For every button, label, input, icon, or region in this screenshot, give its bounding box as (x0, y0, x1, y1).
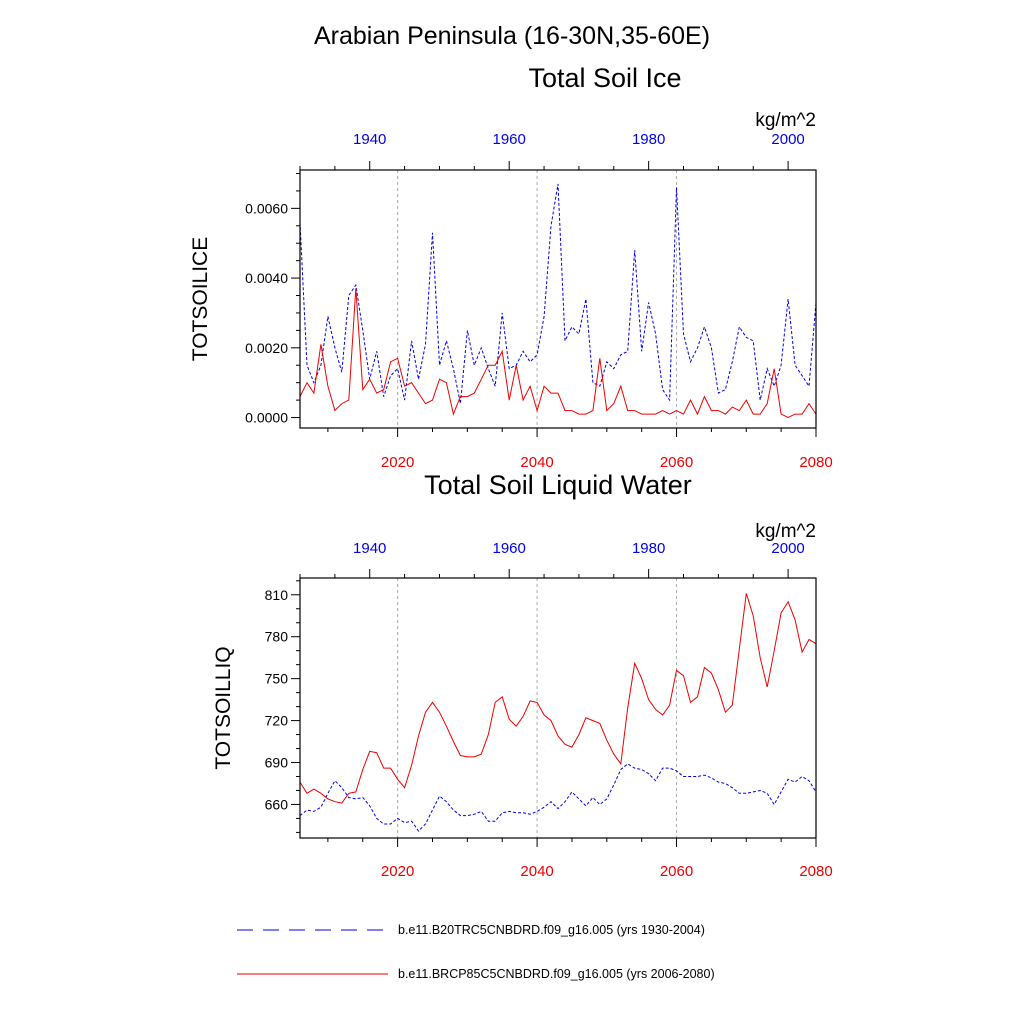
x-top-tick-label: 1960 (493, 131, 526, 148)
x-bottom-tick-label: 2060 (660, 863, 693, 880)
y-tick-label: 780 (265, 629, 289, 645)
x-bottom-tick-label: 2080 (799, 863, 832, 880)
x-top-tick-label: 1980 (632, 540, 665, 557)
y-tick-label: 0.0000 (245, 410, 288, 426)
x-bottom-tick-label: 2060 (660, 454, 693, 471)
soil-liquid-panel: Total Soil Liquid Water kg/m^2 TOTSOILLIQ 6… (212, 470, 833, 880)
series-line-future (299, 593, 817, 804)
x-bottom-tick-label: 2020 (381, 454, 414, 471)
series-line-historical (299, 183, 817, 404)
x-bottom-tick-label: 2040 (520, 454, 553, 471)
x-top-tick-label: 1960 (493, 540, 526, 557)
y-axis-label: TOTSOILICE (189, 237, 212, 361)
figure-title: Arabian Peninsula (16-30N,35-60E) (314, 22, 710, 50)
y-tick-label: 750 (265, 671, 289, 687)
series-line-historical (299, 763, 817, 832)
x-top-tick-label: 1940 (353, 131, 386, 148)
x-top-tick-label: 2000 (771, 540, 804, 557)
plot-frame (299, 577, 817, 839)
y-tick-label: 660 (265, 796, 289, 812)
x-top-tick-label: 1980 (632, 131, 665, 148)
x-top-tick-label: 2000 (771, 131, 804, 148)
y-tick-label: 0.0060 (245, 200, 288, 216)
soil-ice-panel: Total Soil Ice kg/m^2 TOTSOILICE 0.0000 0.00… (189, 63, 833, 471)
panel-title: Total Soil Ice (528, 63, 681, 93)
units-label: kg/m^2 (755, 521, 816, 542)
y-tick-label: 690 (265, 755, 289, 771)
x-bottom-tick-label: 2080 (799, 454, 832, 471)
series-line-future (299, 288, 817, 419)
y-tick-label: 0.0020 (245, 340, 288, 356)
legend: b.e11.B20TRC5CNBDRD.f09_g16.005 (yrs 193… (237, 923, 715, 981)
y-tick-label: 720 (265, 713, 289, 729)
units-label: kg/m^2 (755, 110, 816, 131)
legend-label-historical: b.e11.B20TRC5CNBDRD.f09_g16.005 (yrs 193… (398, 923, 705, 937)
x-bottom-tick-label: 2020 (381, 863, 414, 880)
x-bottom-tick-label: 2040 (520, 863, 553, 880)
y-axis-label: TOTSOILLIQ (212, 646, 235, 769)
y-tick-label: 0.0040 (245, 270, 288, 286)
plot-frame (299, 169, 817, 429)
x-top-tick-label: 1940 (353, 540, 386, 557)
panel-title: Total Soil Liquid Water (424, 470, 692, 500)
legend-label-future: b.e11.BRCP85C5CNBDRD.f09_g16.005 (yrs 20… (398, 967, 715, 981)
y-tick-label: 810 (265, 587, 289, 603)
